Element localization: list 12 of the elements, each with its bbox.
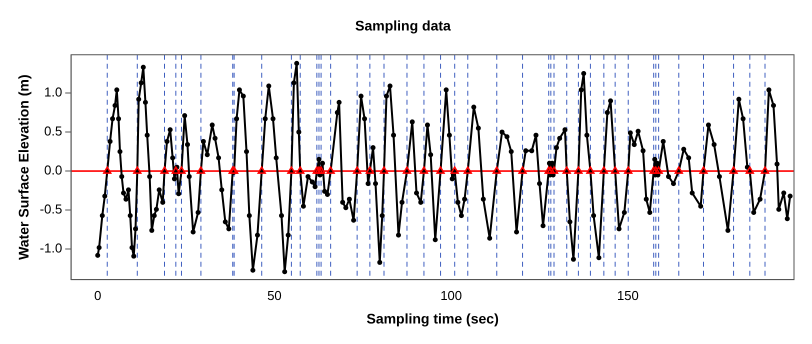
- y-tick-label: -1.0: [40, 240, 62, 256]
- y-axis-title: Water Surface Elevation (m): [15, 74, 32, 260]
- x-axis-title: Sampling time (sec): [366, 310, 499, 326]
- y-tick-label: 1.0: [44, 84, 62, 100]
- y-tick-label: -0.5: [40, 202, 62, 217]
- x-tick-label: 100: [440, 288, 462, 303]
- x-tick-label: 50: [267, 288, 282, 303]
- x-tick-label: 150: [617, 288, 639, 303]
- y-tick-label: 0.5: [44, 124, 62, 139]
- x-tick-label: 0: [94, 288, 102, 303]
- chart-title: Sampling data: [355, 17, 452, 34]
- y-tick-label: 0.0: [44, 162, 62, 178]
